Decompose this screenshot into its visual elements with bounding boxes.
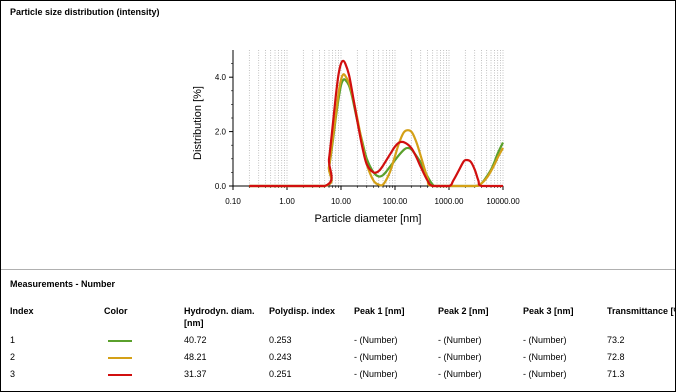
x-tick-label: 100.00	[383, 197, 408, 206]
row-1-transmittance: 73.2	[607, 335, 625, 345]
row-3-peak1: - (Number)	[354, 369, 398, 379]
header-index: Index	[10, 306, 34, 316]
y-tick-label: 2.0	[215, 128, 227, 137]
row-2-peak1: - (Number)	[354, 352, 398, 362]
y-axis-label: Distribution [%]	[192, 86, 204, 160]
header-hydrodyn-diam: Hydrodyn. diam. [nm]	[184, 306, 255, 328]
row-3-transmittance: 71.3	[607, 369, 625, 379]
x-tick-label: 0.10	[225, 197, 241, 206]
row-3-color-swatch	[108, 374, 132, 376]
row-3-pdi: 0.251	[269, 369, 292, 379]
header-peak-1: Peak 1 [nm]	[354, 306, 405, 316]
series-line-2	[249, 73, 504, 188]
x-axis-label: Particle diameter [nm]	[315, 213, 422, 225]
x-tick-label: 10000.00	[486, 197, 520, 206]
x-tick-label: 1.00	[279, 197, 295, 206]
x-tick-label: 1000.00	[435, 197, 464, 206]
distribution-chart: 0.10 1.00 10.00 100.00 1000.00 10000.00 0.0 2.0…	[192, 50, 520, 225]
chart-title: Particle size distribution (intensity)	[10, 7, 160, 17]
row-2-peak3: - (Number)	[523, 352, 567, 362]
section-divider	[1, 269, 675, 270]
row-3-peak2: - (Number)	[438, 369, 482, 379]
header-transmittance: Transmittance [%]	[607, 306, 676, 316]
header-peak-2: Peak 2 [nm]	[438, 306, 489, 316]
header-peak-3: Peak 3 [nm]	[523, 306, 574, 316]
series-line-1	[249, 78, 504, 188]
row-3-index: 3	[10, 369, 16, 379]
series-line-3	[249, 59, 503, 188]
row-2-peak2: - (Number)	[438, 352, 482, 362]
y-tick-label: 4.0	[215, 73, 227, 82]
row-1-peak1: - (Number)	[354, 335, 398, 345]
row-1-peak3: - (Number)	[523, 335, 567, 345]
y-tick-label: 0.0	[215, 182, 227, 191]
row-2-diam: 48.21	[184, 352, 207, 362]
header-polydisp-index: Polydisp. index	[269, 306, 336, 316]
chart-panel: Particle size distribution (intensity) 0…	[1, 1, 675, 269]
row-1-peak2: - (Number)	[438, 335, 482, 345]
row-2-color-swatch	[108, 357, 132, 359]
row-3-peak3: - (Number)	[523, 369, 567, 379]
row-1-index: 1	[10, 335, 16, 345]
row-1-pdi: 0.253	[269, 335, 292, 345]
row-3-diam: 31.37	[184, 369, 207, 379]
measurements-title: Measurements - Number	[10, 279, 116, 289]
header-color: Color	[104, 306, 128, 316]
row-2-index: 2	[10, 352, 16, 362]
row-2-transmittance: 72.8	[607, 352, 625, 362]
row-1-diam: 40.72	[184, 335, 207, 345]
row-2-pdi: 0.243	[269, 352, 292, 362]
row-1-color-swatch	[108, 340, 132, 342]
x-tick-label: 10.00	[331, 197, 352, 206]
